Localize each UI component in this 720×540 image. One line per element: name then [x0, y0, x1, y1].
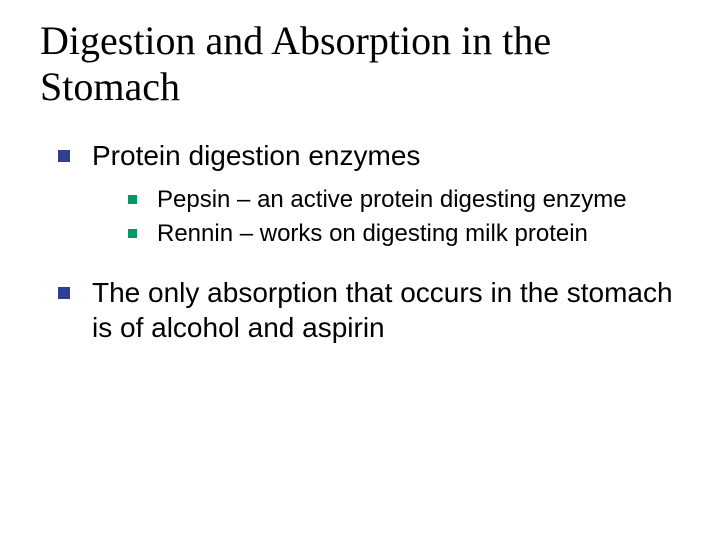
slide-content: Protein digestion enzymes Pepsin – an ac… [40, 138, 680, 345]
slide-title: Digestion and Absorption in the Stomach [40, 18, 680, 110]
list-item: Pepsin – an active protein digesting enz… [128, 185, 680, 215]
list-item: The only absorption that occurs in the s… [58, 275, 680, 345]
square-bullet-icon [58, 150, 70, 162]
list-item-text: Rennin – works on digesting milk protein [157, 219, 588, 249]
square-bullet-icon [58, 287, 70, 299]
square-bullet-icon [128, 229, 137, 238]
list-item: Protein digestion enzymes [58, 138, 680, 173]
sublist: Pepsin – an active protein digesting enz… [58, 185, 680, 249]
list-item-text: The only absorption that occurs in the s… [92, 275, 680, 345]
list-item-text: Pepsin – an active protein digesting enz… [157, 185, 627, 215]
list-item: Rennin – works on digesting milk protein [128, 219, 680, 249]
list-item-text: Protein digestion enzymes [92, 138, 420, 173]
square-bullet-icon [128, 195, 137, 204]
